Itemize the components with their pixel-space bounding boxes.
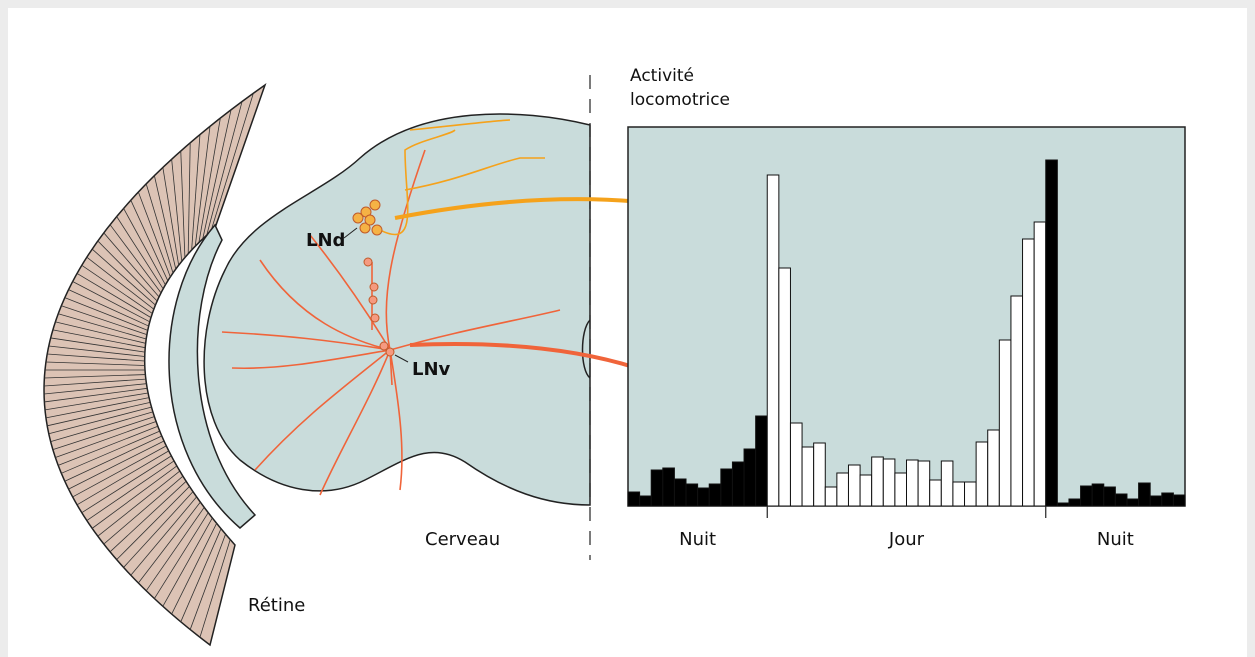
bar <box>779 268 791 506</box>
bar <box>953 482 965 506</box>
bar <box>883 459 895 506</box>
bar <box>709 484 721 506</box>
bar <box>628 492 640 506</box>
bar <box>1173 495 1185 506</box>
bar <box>965 482 977 506</box>
bar <box>651 470 663 506</box>
bar <box>814 443 826 506</box>
bar <box>744 449 756 506</box>
bar <box>802 447 814 506</box>
plot-area <box>628 127 1185 506</box>
bar <box>907 460 919 506</box>
period-label: Nuit <box>679 529 716 550</box>
bar <box>663 468 675 506</box>
label: LNv <box>412 359 451 380</box>
bar <box>1127 499 1139 506</box>
bar <box>930 480 942 506</box>
bar <box>837 473 849 506</box>
bar <box>825 487 837 506</box>
bar <box>721 469 733 506</box>
bar <box>1104 487 1116 506</box>
period-label: Nuit <box>1097 529 1134 550</box>
bar <box>872 457 884 506</box>
page: LNd LNv Cerveau Rétine Nuit Jour Nuit Acti… <box>0 0 1255 657</box>
bar <box>999 340 1011 506</box>
bar <box>976 442 988 506</box>
bar <box>1057 503 1069 506</box>
bar <box>1092 484 1104 506</box>
bar <box>918 461 930 506</box>
bar <box>848 465 860 506</box>
bar <box>1150 496 1162 506</box>
label: LNd <box>306 230 345 251</box>
brain <box>204 114 590 505</box>
bar <box>941 461 953 506</box>
bar <box>1046 160 1058 506</box>
diagram: LNd LNv Cerveau Rétine Nuit Jour Nuit <box>0 0 1255 657</box>
bar <box>640 496 652 506</box>
period-label: Jour <box>888 529 925 550</box>
bar <box>1034 222 1046 506</box>
chart: Nuit Jour Nuit <box>628 127 1185 550</box>
bar <box>860 475 872 506</box>
bar <box>756 416 768 506</box>
bar <box>988 430 1000 506</box>
bar <box>1162 493 1174 506</box>
bar <box>767 175 779 506</box>
bar <box>1023 239 1035 506</box>
bar <box>895 473 907 506</box>
chart-title: Activité locomotrice <box>630 64 740 112</box>
bar <box>1081 486 1093 506</box>
label: Cerveau <box>425 529 500 550</box>
bar <box>732 462 744 506</box>
bar <box>686 484 698 506</box>
label: Rétine <box>248 595 305 616</box>
bar <box>1069 499 1081 506</box>
bar <box>674 479 686 506</box>
bar <box>1139 483 1151 506</box>
bar <box>1011 296 1023 506</box>
bar <box>698 488 710 506</box>
bar <box>1115 494 1127 506</box>
bar <box>790 423 802 506</box>
